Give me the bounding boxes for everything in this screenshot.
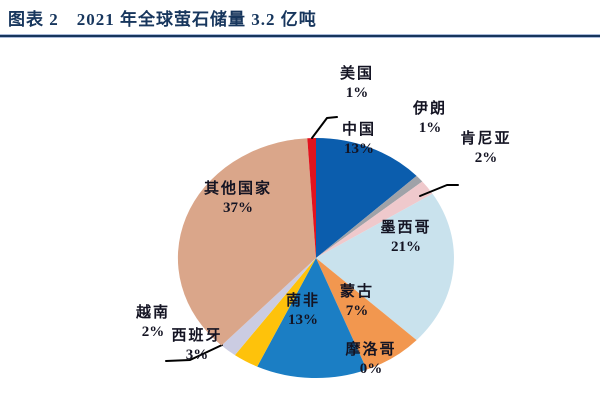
leader-line-vietnam [165,344,223,362]
pie-slice-south-africa [257,258,367,379]
leader-line-kenya [419,184,459,197]
pie-slice-china [316,138,417,258]
leader-line-usa [311,116,338,139]
figure-title: 图表 2 2021 年全球萤石储量 3.2 亿吨 [8,10,317,29]
pie-slice-iran [316,175,423,258]
pie-slice-vietnam [221,258,316,356]
pie-slice-kenya [316,181,433,258]
pie-chart: 中国 13% 伊朗 1% 肯尼亚 2% 墨西哥 21% 蒙古 7% 摩洛哥 0% 南非 13% 西班牙 3% 越… [0,40,600,400]
pie-svg [165,116,459,379]
pie-slice-mexico [316,193,454,341]
pie-slice-others [177,138,316,346]
pie-slice-spain [234,258,316,367]
title-divider [0,34,600,38]
pie-slice-mongolia [316,258,417,370]
pie-slice-usa [307,137,316,258]
